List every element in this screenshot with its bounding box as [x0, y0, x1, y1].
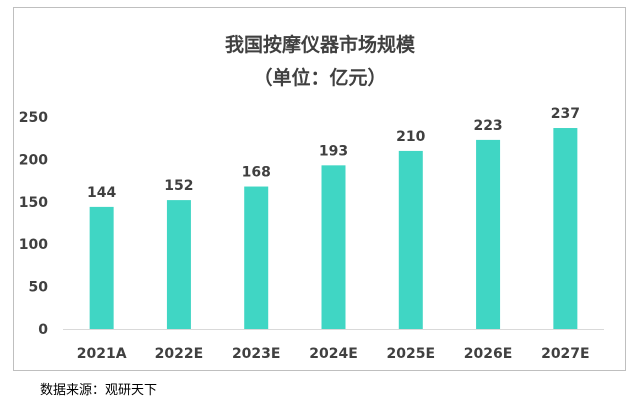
y-tick-label: 250	[19, 110, 48, 126]
data-label-2023E: 168	[242, 165, 271, 181]
bars: 144 152 168 193 210 223 237	[87, 106, 580, 329]
bar-2026E	[476, 139, 501, 329]
x-tick-label: 2022E	[155, 346, 204, 362]
x-tick-label: 2027E	[541, 346, 590, 362]
bar-2023E	[244, 186, 269, 329]
bar-2021A	[89, 206, 114, 329]
x-axis: 2021A 2022E 2023E 2024E 2025E 2026E 2027E	[77, 346, 590, 362]
y-tick-label: 100	[19, 237, 48, 253]
data-label-2027E: 237	[551, 106, 580, 122]
x-tick-label: 2025E	[387, 346, 436, 362]
x-tick-label: 2026E	[464, 346, 513, 362]
chart-subtitle: （单位：亿元）	[253, 67, 387, 89]
y-tick-label: 0	[38, 322, 48, 338]
y-tick-label: 50	[29, 280, 49, 296]
bar-2022E	[166, 200, 191, 329]
data-label-2026E: 223	[473, 118, 502, 134]
x-tick-label: 2021A	[77, 346, 127, 362]
data-label-2021A: 144	[87, 185, 116, 201]
data-label-2024E: 193	[319, 143, 348, 159]
bar-2027E	[553, 128, 578, 329]
y-tick-label: 200	[19, 152, 48, 168]
bar-2024E	[321, 165, 346, 329]
y-tick-label: 150	[19, 195, 48, 211]
chart-title: 我国按摩仪器市场规模	[224, 34, 415, 56]
bar-2025E	[398, 150, 423, 329]
data-label-2022E: 152	[164, 178, 193, 194]
x-tick-label: 2024E	[309, 346, 358, 362]
chart-frame	[13, 7, 626, 371]
data-source: 数据来源：观研天下	[40, 383, 158, 398]
x-tick-label: 2023E	[232, 346, 281, 362]
data-label-2025E: 210	[396, 129, 425, 145]
y-axis: 0 50 100 150 200 250	[19, 110, 48, 338]
